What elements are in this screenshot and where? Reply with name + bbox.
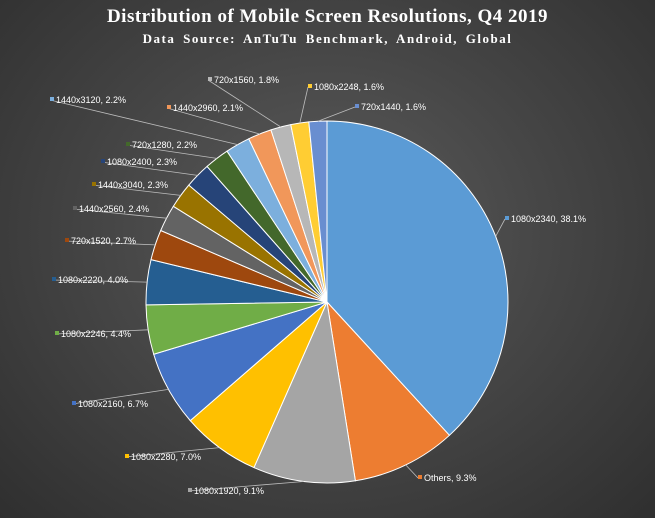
leader-line — [49, 99, 238, 145]
leader-line — [166, 107, 260, 135]
leader-line — [317, 106, 356, 122]
leader-line — [51, 279, 148, 283]
data-label: 1080x2248, 1.6% — [314, 82, 384, 92]
data-label: 1440x2960, 2.1% — [173, 103, 243, 113]
label-key-square — [72, 401, 76, 405]
pie-slice-1080x1920 — [253, 300, 356, 484]
leader-line — [100, 161, 198, 176]
pie-slice-1080x2340 — [326, 120, 509, 437]
label-key-square — [125, 454, 129, 458]
data-label: 1080x2280, 7.0% — [131, 452, 201, 462]
data-label: 1080x1920, 9.1% — [194, 486, 264, 496]
label-key-square — [355, 104, 359, 108]
label-key-square — [208, 77, 212, 81]
data-label: 720x1560, 1.8% — [214, 75, 279, 85]
label-key-square — [418, 475, 422, 479]
leader-line — [207, 79, 282, 128]
data-label: 1440x3120, 2.2% — [56, 95, 126, 105]
leader-line — [71, 389, 169, 405]
label-key-square — [167, 105, 171, 109]
data-label: 1080x2340, 38.1% — [511, 214, 586, 224]
data-label: 720x1280, 2.2% — [132, 140, 197, 150]
pie-slice-720x1440 — [308, 120, 328, 303]
leader-line — [405, 464, 419, 479]
data-label: 1080x2220, 4.0% — [58, 275, 128, 285]
leader-line — [54, 329, 149, 335]
leader-line — [495, 218, 506, 237]
leader-line — [91, 184, 181, 196]
data-label: Others, 9.3% — [424, 473, 477, 483]
data-label: 720x1440, 1.6% — [361, 102, 426, 112]
leader-line — [64, 240, 156, 246]
chart-title: Distribution of Mobile Screen Resolution… — [106, 6, 549, 27]
label-key-square — [308, 84, 312, 88]
label-key-square — [65, 238, 69, 242]
leader-line — [124, 447, 220, 458]
label-key-square — [52, 277, 56, 281]
label-key-square — [92, 182, 96, 186]
label-key-square — [73, 206, 77, 210]
data-label: 1080x2160, 6.7% — [78, 399, 148, 409]
chart-subtitle: Data Source: AnTuTu Benchmark, Android, … — [142, 31, 513, 46]
data-label: 1080x2400, 2.3% — [107, 157, 177, 167]
data-label: 720x1520, 2.7% — [71, 236, 136, 246]
leader-line — [125, 144, 217, 159]
pie-slice-others — [326, 300, 451, 482]
label-key-square — [55, 331, 59, 335]
label-key-square — [50, 97, 54, 101]
label-key-square — [101, 159, 105, 163]
leader-line — [187, 481, 304, 492]
data-label: 1440x2560, 2.4% — [79, 204, 149, 214]
data-label: 1440x3040, 2.3% — [98, 180, 168, 190]
label-key-square — [126, 142, 130, 146]
label-key-square — [505, 216, 509, 220]
data-label: 1080x2246, 4.4% — [61, 329, 131, 339]
label-key-square — [188, 488, 192, 492]
leader-line — [299, 86, 309, 124]
leader-line — [72, 208, 167, 219]
